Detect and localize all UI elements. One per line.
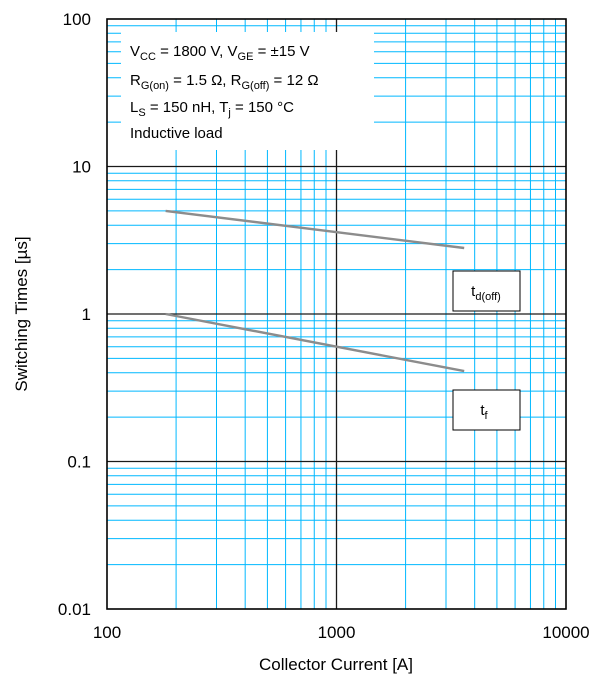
y-tick-label: 0.01 xyxy=(58,600,91,619)
y-tick-label: 1 xyxy=(82,305,91,324)
y-tick-label: 100 xyxy=(63,10,91,29)
x-tick-label: 1000 xyxy=(318,623,356,642)
y-tick-label: 10 xyxy=(72,158,91,177)
tick-labels: 100 1000 10000 0.01 0.1 1 10 100 xyxy=(58,10,590,642)
x-axis-title: Collector Current [A] xyxy=(259,655,413,674)
condition-line-1: VCC = 1800 V, VGE = ±15 V xyxy=(130,43,310,63)
label-box-tf-frame xyxy=(452,389,521,431)
series-layer xyxy=(165,209,465,373)
series-line-tf xyxy=(165,312,465,373)
condition-line-3: LS = 150 nH, Tj = 150 °C xyxy=(130,99,294,119)
series-line-td-off xyxy=(165,209,465,250)
x-tick-label: 10000 xyxy=(542,623,589,642)
condition-line-4: Inductive load xyxy=(130,125,223,142)
label-box-td-off-frame xyxy=(452,270,521,312)
series-label-tf: tf xyxy=(480,402,488,422)
conditions-background xyxy=(121,32,374,150)
x-tick-label: 100 xyxy=(93,623,121,642)
plot-frame xyxy=(106,18,567,610)
label-box-tf: tf xyxy=(452,389,521,431)
conditions-box: VCC = 1800 V, VGE = ±15 V RG(on) = 1.5 Ω… xyxy=(121,32,374,150)
condition-line-2: RG(on) = 1.5 Ω, RG(off) = 12 Ω xyxy=(130,72,319,92)
y-tick-label: 0.1 xyxy=(67,453,91,472)
label-box-td-off: td(off) xyxy=(452,270,521,312)
y-axis-title: Switching Times [µs] xyxy=(12,236,31,391)
